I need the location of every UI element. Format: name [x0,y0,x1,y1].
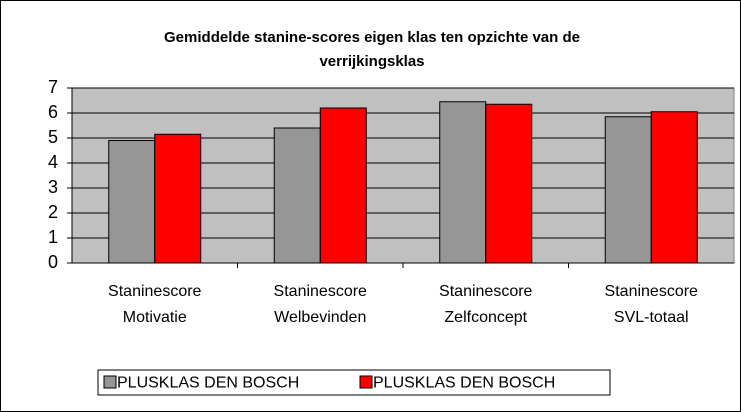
chart-title: Gemiddelde stanine-scores eigen klas ten… [164,29,580,70]
legend-box [97,369,611,396]
x-tick-label: Staninescore Welbevinden [274,283,367,326]
legend-label: PLUSKLAS DEN BOSCH [373,375,555,392]
y-tick-label: 3 [48,177,58,197]
y-tick-label: 6 [48,102,58,122]
legend-swatch [103,375,117,389]
bar [319,107,367,264]
y-tick-label: 1 [48,227,58,247]
legend-swatch [359,375,373,389]
y-tick-label: 4 [48,152,58,172]
bar [604,116,652,264]
y-tick-label: 5 [48,127,58,147]
y-tick-label: 2 [48,202,58,222]
x-tick-label: Staninescore Motivatie [108,283,201,326]
bar [650,111,698,264]
x-tick-label: Staninescore Zelfconcept [439,283,532,326]
x-tick-label: Staninescore SVL-totaal [605,283,698,326]
bar [108,140,156,264]
bar [485,103,533,264]
bar [154,133,202,264]
y-tick-label: 0 [48,252,58,272]
bar [273,127,321,264]
y-tick-label: 7 [48,77,58,97]
bar [439,101,487,264]
legend-label: PLUSKLAS DEN BOSCH [117,375,299,392]
